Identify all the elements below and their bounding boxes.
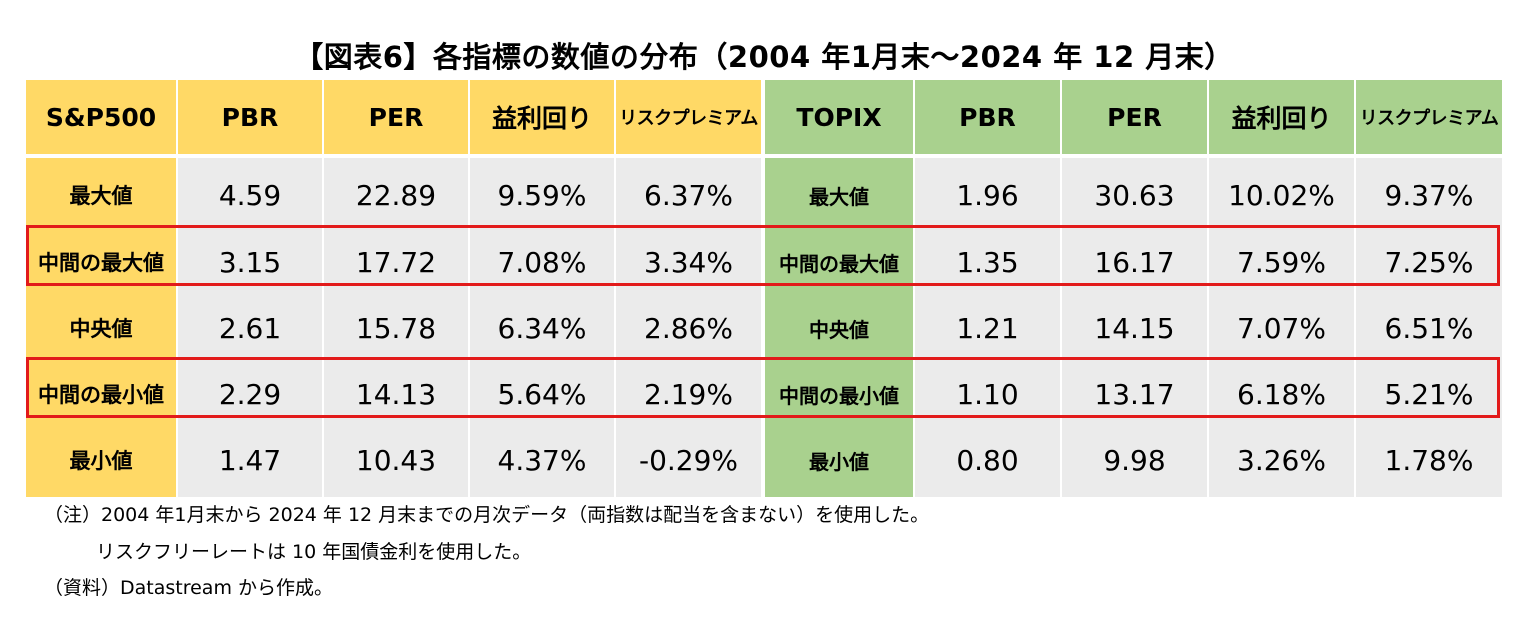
value-cell: 14.15: [1062, 291, 1207, 365]
value-cell: 2.61: [178, 291, 322, 365]
chart-title: 【図表6】各指標の数値の分布（2004 年1月末～2024 年 12 月末）: [294, 40, 1234, 74]
table-header-row: S&P500 PBR PER 益利回り リスクプレミアム TOPIX PBR P…: [26, 80, 1502, 154]
value-cell: 7.08%: [470, 225, 614, 299]
header-tp-per: PER: [1062, 80, 1207, 154]
value-cell: 3.26%: [1209, 423, 1354, 497]
value-cell: 1.35: [915, 225, 1060, 299]
value-cell: 9.59%: [470, 158, 614, 232]
row-label-sp: 中央値: [26, 291, 176, 365]
row-label-topix: 中央値: [765, 291, 913, 365]
source-text: （資料）Datastream から作成。: [44, 577, 333, 599]
value-cell: 2.86%: [616, 291, 761, 365]
table-row: 最小値 1.47 10.43 4.37% -0.29% 最小値 0.80 9.9…: [26, 423, 1502, 497]
value-cell: 2.19%: [616, 357, 761, 431]
value-cell: 9.37%: [1356, 158, 1502, 232]
value-cell: 6.51%: [1356, 291, 1502, 365]
value-cell: 1.78%: [1356, 423, 1502, 497]
value-cell: 5.64%: [470, 357, 614, 431]
value-cell: 3.34%: [616, 225, 761, 299]
header-sp-risk-premium: リスクプレミアム: [616, 80, 761, 154]
row-label-topix: 最小値: [765, 423, 913, 497]
value-cell: 7.25%: [1356, 225, 1502, 299]
row-label-sp: 中間の最小値: [26, 357, 176, 431]
value-cell: -0.29%: [616, 423, 761, 497]
header-tp-earnings-yield: 益利回り: [1209, 80, 1354, 154]
header-sp500: S&P500: [26, 80, 176, 154]
header-sp-per: PER: [324, 80, 468, 154]
value-cell: 7.07%: [1209, 291, 1354, 365]
value-cell: 9.98: [1062, 423, 1207, 497]
value-cell: 15.78: [324, 291, 468, 365]
value-cell: 14.13: [324, 357, 468, 431]
header-topix: TOPIX: [765, 80, 913, 154]
value-cell: 10.43: [324, 423, 468, 497]
row-label-topix: 最大値: [765, 158, 913, 232]
value-cell: 7.59%: [1209, 225, 1354, 299]
value-cell: 6.34%: [470, 291, 614, 365]
value-cell: 4.59: [178, 158, 322, 232]
value-cell: 4.37%: [470, 423, 614, 497]
table-row: 最大値 4.59 22.89 9.59% 6.37% 最大値 1.96 30.6…: [26, 158, 1502, 232]
table-row: 中間の最小値 2.29 14.13 5.64% 2.19% 中間の最小値 1.1…: [26, 357, 1502, 431]
row-label-sp: 最大値: [26, 158, 176, 232]
value-cell: 6.18%: [1209, 357, 1354, 431]
header-sp-pbr: PBR: [178, 80, 322, 154]
note-text-riskfree: リスクフリーレートは 10 年国債金利を使用した。: [96, 541, 532, 563]
value-cell: 1.47: [178, 423, 322, 497]
table-row: 中間の最大値 3.15 17.72 7.08% 3.34% 中間の最大値 1.3…: [26, 225, 1502, 299]
value-cell: 16.17: [1062, 225, 1207, 299]
value-cell: 17.72: [324, 225, 468, 299]
value-cell: 5.21%: [1356, 357, 1502, 431]
row-label-sp: 中間の最大値: [26, 225, 176, 299]
header-tp-pbr: PBR: [915, 80, 1060, 154]
value-cell: 22.89: [324, 158, 468, 232]
value-cell: 10.02%: [1209, 158, 1354, 232]
row-label-topix: 中間の最大値: [765, 225, 913, 299]
value-cell: 6.37%: [616, 158, 761, 232]
note-text: （注）2004 年1月末から 2024 年 12 月末までの月次データ（両指数は…: [44, 504, 930, 526]
row-label-sp: 最小値: [26, 423, 176, 497]
row-label-topix: 中間の最小値: [765, 357, 913, 431]
value-cell: 2.29: [178, 357, 322, 431]
value-cell: 0.80: [915, 423, 1060, 497]
distribution-table: S&P500 PBR PER 益利回り リスクプレミアム TOPIX PBR P…: [26, 80, 1502, 497]
value-cell: 1.21: [915, 291, 1060, 365]
value-cell: 13.17: [1062, 357, 1207, 431]
header-tp-risk-premium: リスクプレミアム: [1356, 80, 1502, 154]
value-cell: 3.15: [178, 225, 322, 299]
header-sp-earnings-yield: 益利回り: [470, 80, 614, 154]
table-row: 中央値 2.61 15.78 6.34% 2.86% 中央値 1.21 14.1…: [26, 291, 1502, 365]
value-cell: 1.10: [915, 357, 1060, 431]
value-cell: 30.63: [1062, 158, 1207, 232]
value-cell: 1.96: [915, 158, 1060, 232]
